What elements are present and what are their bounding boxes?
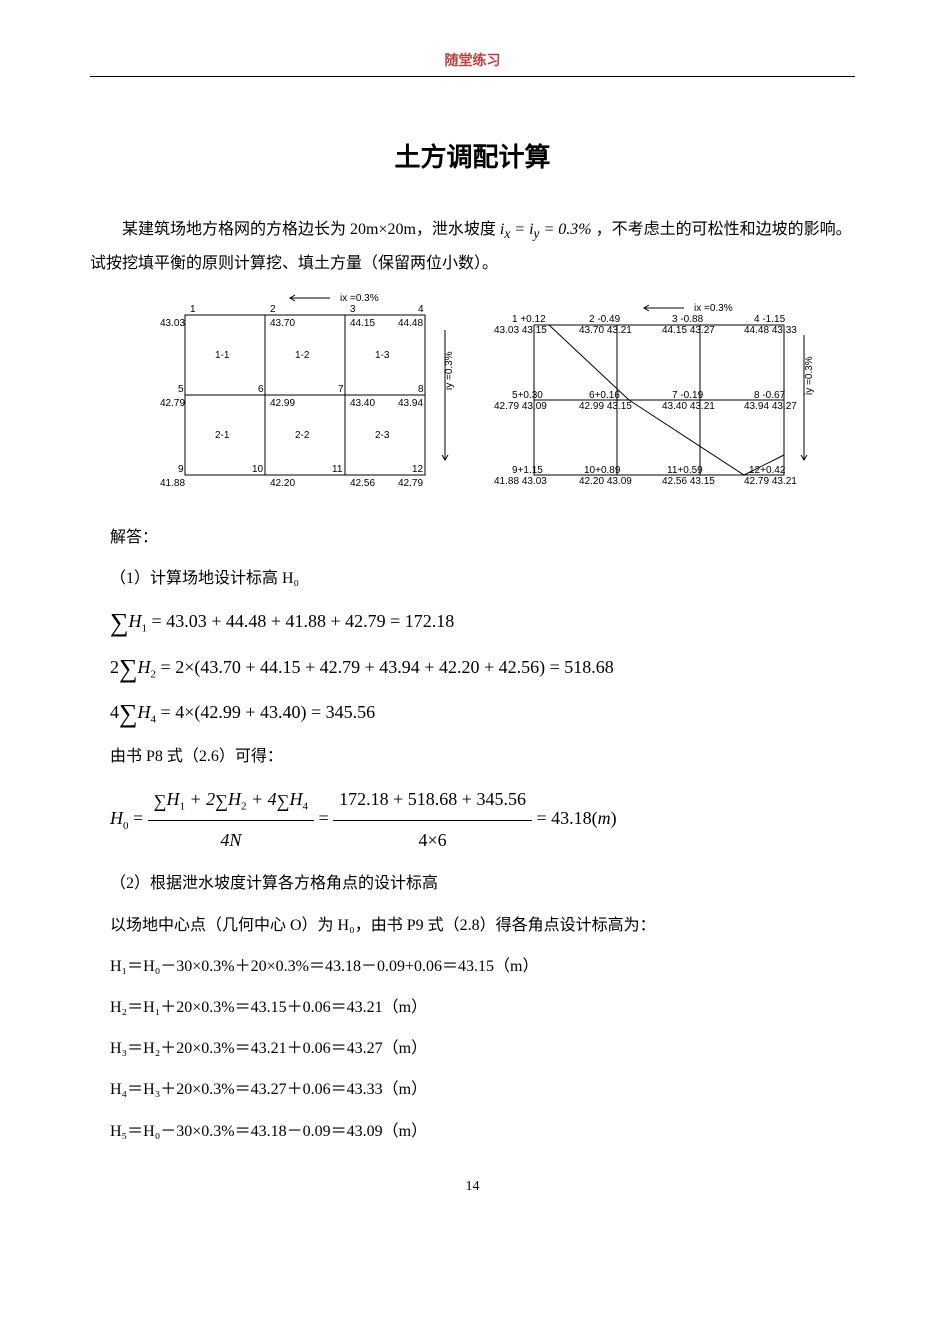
equation-1: ∑H1 = 43.03 + 44.48 + 41.88 + 42.79 = 17…	[110, 602, 855, 642]
node: 3	[350, 304, 356, 315]
node: 42.99 43.15	[579, 401, 632, 412]
node: 4	[418, 304, 424, 315]
node: 42.79 43.21	[744, 476, 797, 487]
problem-part1: 某建筑场地方格网的方格边长为 20m×20m，泄水坡度	[122, 221, 496, 238]
node: 5+0.30	[512, 390, 543, 401]
step-2: （2）根据泄水坡度计算各方格角点的设计标高	[110, 866, 855, 901]
document-page: 随堂练习 土方调配计算 某建筑场地方格网的方格边长为 20m×20m，泄水坡度 …	[0, 0, 945, 1235]
node: 3 -0.88	[672, 314, 704, 325]
h4: H₄＝H₃＋20×0.3%＝43.27＋0.06＝43.33（m）	[110, 1072, 855, 1107]
node: 44.15 43.27	[662, 325, 715, 336]
ix-label: ix =0.3%	[694, 303, 733, 314]
node: 43.03 43.15	[494, 325, 547, 336]
ix-label: ix =0.3%	[340, 293, 379, 304]
solution-block: 解答： （1）计算场地设计标高 H₀ ∑H1 = 43.03 + 44.48 +…	[110, 520, 855, 1149]
page-header: 随堂练习	[90, 50, 855, 77]
page-title: 土方调配计算	[90, 137, 855, 174]
node: 5	[178, 384, 184, 395]
node: 9+1.15	[512, 465, 543, 476]
cell: 1-1	[215, 350, 230, 361]
cell: 1-3	[375, 350, 390, 361]
node: 1 +0.12	[512, 314, 546, 325]
h5: H₅＝H₀－30×0.3%＝43.18－0.09＝43.09（m）	[110, 1114, 855, 1149]
node: 43.40	[350, 398, 375, 409]
node: 12+0.42	[749, 465, 786, 476]
node: 8 -0.67	[754, 390, 786, 401]
h2: H₂＝H₁＋20×0.3%＝43.15＋0.06＝43.21（m）	[110, 990, 855, 1025]
cell: 2-3	[375, 430, 390, 441]
node: 2	[270, 304, 276, 315]
node: 43.94 43.27	[744, 401, 797, 412]
cell: 2-2	[295, 430, 310, 441]
node: 41.88 43.03	[494, 476, 547, 487]
problem-text: 某建筑场地方格网的方格边长为 20m×20m，泄水坡度 ix = iy = 0.…	[90, 214, 855, 280]
node: 44.48 43.33	[744, 325, 797, 336]
grid-diagram-1: ix =0.3% iy =0.3% 1 43.03 2 43.70 3 44.1…	[130, 290, 470, 495]
node: 8	[418, 384, 424, 395]
equation-5: H0 = ∑H1 + 2∑H2 + 4∑H4 4N = 172.18 + 518…	[110, 780, 855, 860]
equation-3: 4∑H4 = 4×(42.99 + 43.40) = 345.56	[110, 693, 855, 733]
node: 11	[332, 464, 343, 475]
node: 10+0.89	[584, 465, 621, 476]
node: 42.79	[398, 478, 423, 489]
h3: H₃＝H₂＋20×0.3%＝43.21＋0.06＝43.27（m）	[110, 1031, 855, 1066]
page-number: 14	[90, 1179, 855, 1195]
node: 6	[258, 384, 264, 395]
node: 42.20	[270, 478, 295, 489]
node: 44.48	[398, 318, 423, 329]
node: 12	[412, 464, 424, 475]
node: 43.70	[270, 318, 295, 329]
inline-formula: ix = iy = 0.3%	[500, 221, 592, 238]
equation-2: 2∑H2 = 2×(43.70 + 44.15 + 42.79 + 43.94 …	[110, 648, 855, 688]
node: 1	[190, 304, 196, 315]
node: 7	[338, 384, 344, 395]
node: 43.03	[160, 318, 185, 329]
node: 10	[252, 464, 264, 475]
node: 43.70 43.21	[579, 325, 632, 336]
h1: H₁＝H₀－30×0.3%＋20×0.3%＝43.18－0.09+0.06＝43…	[110, 949, 855, 984]
cell: 2-1	[215, 430, 230, 441]
node: 43.94	[398, 398, 423, 409]
node: 11+0.59	[667, 465, 703, 476]
cell: 1-2	[295, 350, 310, 361]
grid-diagram-2: ix =0.3% iy =0.3% 1 +0.12 43.03 43.15 2 …	[474, 300, 844, 495]
node: 42.56	[350, 478, 375, 489]
node: 42.20 43.09	[579, 476, 632, 487]
node: 42.99	[270, 398, 295, 409]
node: 41.88	[160, 478, 185, 489]
node: 2 -0.49	[589, 314, 621, 325]
step-1: （1）计算场地设计标高 H₀	[110, 561, 855, 596]
node: 6+0.16	[589, 390, 620, 401]
node: 7 -0.19	[672, 390, 704, 401]
iy-label: iy =0.3%	[444, 351, 455, 390]
node: 42.56 43.15	[662, 476, 715, 487]
step-2a: 以场地中心点（几何中心 O）为 H₀，由书 P9 式（2.8）得各角点设计标高为…	[110, 908, 855, 943]
eq4-intro: 由书 P8 式（2.6）可得：	[110, 739, 855, 774]
solution-heading: 解答：	[110, 520, 855, 555]
node: 42.79	[160, 398, 185, 409]
node: 9	[178, 464, 184, 475]
node: 43.40 43.21	[662, 401, 715, 412]
iy-label: iy =0.3%	[804, 356, 815, 395]
node: 42.79 43.09	[494, 401, 547, 412]
node: 4 -1.15	[754, 314, 786, 325]
node: 44.15	[350, 318, 375, 329]
diagram-container: ix =0.3% iy =0.3% 1 43.03 2 43.70 3 44.1…	[130, 290, 855, 500]
